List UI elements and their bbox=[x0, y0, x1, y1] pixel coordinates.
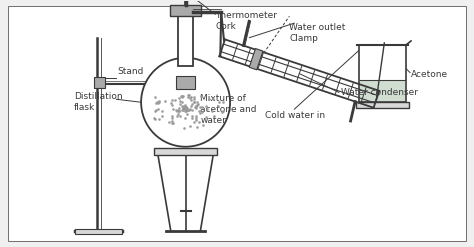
Text: Mixture of
acetone and
water: Mixture of acetone and water bbox=[201, 94, 257, 125]
Text: Water condenser: Water condenser bbox=[341, 88, 418, 97]
Bar bbox=[359, 45, 406, 102]
Bar bbox=[75, 229, 122, 234]
Bar bbox=[178, 12, 193, 66]
Text: Acetone: Acetone bbox=[411, 70, 448, 79]
Text: Distillation
flask: Distillation flask bbox=[74, 92, 122, 112]
Polygon shape bbox=[249, 49, 263, 70]
Text: Cold water in: Cold water in bbox=[264, 111, 325, 120]
Bar bbox=[176, 76, 195, 89]
Bar bbox=[168, 76, 186, 89]
Bar bbox=[170, 5, 201, 16]
Bar bbox=[154, 148, 217, 155]
Bar bbox=[356, 102, 409, 108]
Text: Thermometer
Cork: Thermometer Cork bbox=[215, 11, 277, 31]
Text: Water outlet
Clamp: Water outlet Clamp bbox=[290, 23, 346, 43]
Text: Stand: Stand bbox=[118, 66, 144, 76]
Bar bbox=[360, 80, 405, 101]
Bar bbox=[94, 77, 106, 88]
Circle shape bbox=[141, 58, 230, 147]
